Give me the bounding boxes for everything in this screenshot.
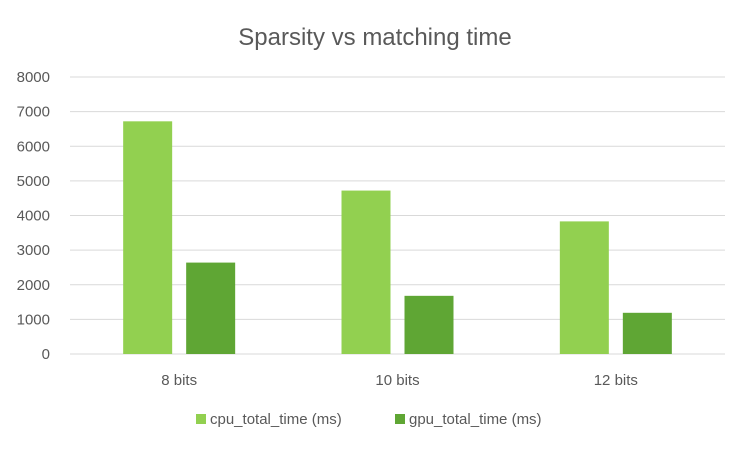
y-tick-label: 3000 [17,242,50,259]
bar-gpu-total-time-0 [186,262,236,354]
y-tick-label: 1000 [17,311,50,328]
bar-cpu-total-time-1 [341,190,391,354]
legend-label: gpu_total_time (ms) [409,411,542,428]
legend-label: cpu_total_time (ms) [210,411,342,428]
y-tick-label: 8000 [17,69,50,86]
x-axis-ticks: 8 bits 10 bits 12 bits [161,372,638,389]
legend-swatch [196,414,206,424]
x-tick-label: 12 bits [594,372,638,389]
y-tick-label: 7000 [17,104,50,121]
legend-swatch [395,414,405,424]
gridlines [70,76,725,355]
bars [123,121,672,354]
y-tick-label: 4000 [17,208,50,225]
y-tick-label: 6000 [17,138,50,155]
x-tick-label: 10 bits [375,372,419,389]
bar-gpu-total-time-2 [622,312,672,354]
x-tick-label: 8 bits [161,372,197,389]
legend: cpu_total_time (ms) gpu_total_time (ms) [196,411,542,428]
chart-title: Sparsity vs matching time [238,24,511,51]
bar-gpu-total-time-1 [404,295,454,354]
bar-cpu-total-time-0 [123,121,173,354]
bar-cpu-total-time-2 [559,221,609,354]
y-axis-ticks: 0 1000 2000 3000 4000 5000 6000 7000 8000 [17,69,50,363]
y-tick-label: 5000 [17,173,50,190]
y-tick-label: 2000 [17,277,50,294]
y-tick-label: 0 [42,346,50,363]
